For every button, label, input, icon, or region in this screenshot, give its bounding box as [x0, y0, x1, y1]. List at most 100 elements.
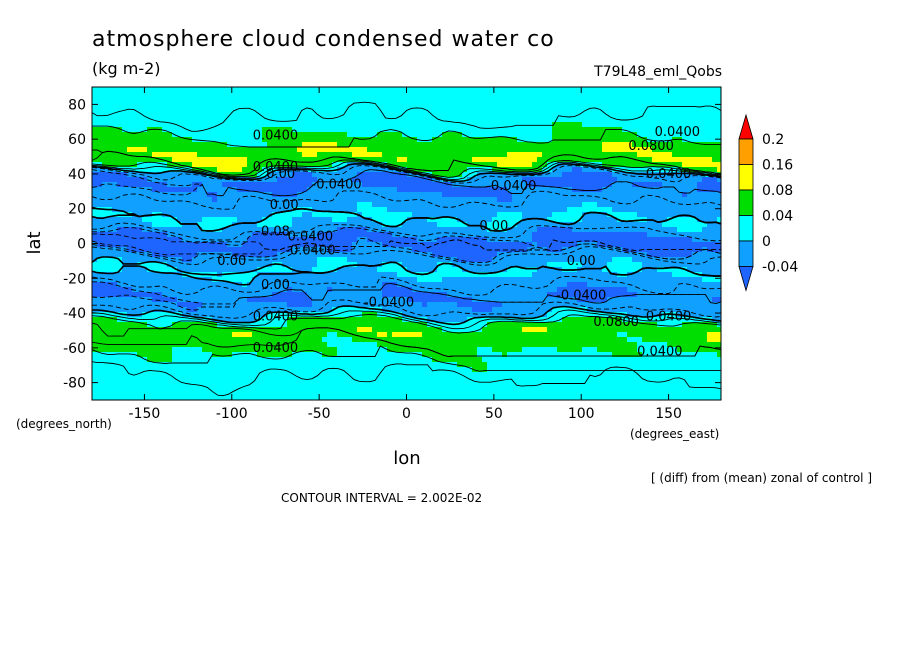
field-cell: [422, 152, 428, 158]
field-cell: [302, 232, 308, 238]
field-cell: [167, 132, 173, 138]
field-cell: [712, 132, 718, 138]
field-cell: [192, 282, 198, 288]
field-cell: [637, 137, 643, 143]
field-cell: [257, 217, 263, 223]
field-cell: [662, 187, 668, 193]
field-cell: [392, 182, 398, 188]
field-cell: [467, 182, 473, 188]
field-cell: [417, 212, 423, 218]
field-cell: [672, 267, 678, 273]
field-cell: [287, 222, 293, 228]
field-cell: [577, 112, 583, 118]
field-cell: [532, 152, 538, 158]
field-cell: [412, 277, 418, 283]
field-cell: [617, 97, 623, 103]
field-cell: [542, 157, 548, 163]
field-cell: [477, 127, 483, 133]
field-cell: [332, 232, 338, 238]
field-cell: [267, 172, 273, 178]
field-cell: [562, 262, 568, 268]
field-cell: [412, 112, 418, 118]
field-cell: [447, 262, 453, 268]
field-cell: [337, 252, 343, 258]
field-cell: [112, 187, 118, 193]
field-cell: [467, 217, 473, 223]
field-cell: [117, 122, 123, 128]
field-cell: [497, 147, 503, 153]
field-cell: [152, 137, 158, 143]
field-cell: [557, 107, 563, 113]
field-cell: [317, 247, 323, 253]
field-cell: [417, 222, 423, 228]
field-cell: [527, 267, 533, 273]
field-cell: [152, 267, 158, 273]
field-cell: [432, 187, 438, 193]
field-cell: [342, 242, 348, 248]
field-cell: [162, 227, 168, 233]
field-cell: [567, 157, 573, 163]
field-cell: [512, 207, 518, 213]
field-cell: [497, 242, 503, 248]
field-cell: [567, 102, 573, 108]
field-cell: [332, 182, 338, 188]
field-cell: [357, 132, 363, 138]
field-cell: [387, 187, 393, 193]
field-cell: [142, 277, 148, 283]
field-cell: [227, 132, 233, 138]
field-cell: [412, 122, 418, 128]
field-cell: [237, 107, 243, 113]
field-cell: [177, 197, 183, 203]
field-cell: [352, 202, 358, 208]
field-cell: [232, 262, 238, 268]
field-cell: [162, 172, 168, 178]
field-cell: [427, 172, 433, 178]
field-cell: [507, 182, 513, 188]
field-cell: [307, 252, 313, 258]
field-cell: [457, 112, 463, 118]
field-cell: [307, 122, 313, 128]
field-cell: [452, 172, 458, 178]
field-cell: [92, 217, 98, 223]
field-cell: [527, 177, 533, 183]
field-cell: [602, 242, 608, 248]
field-cell: [387, 237, 393, 243]
field-cell: [217, 102, 223, 108]
field-cell: [372, 227, 378, 233]
field-cell: [112, 257, 118, 263]
field-cell: [272, 137, 278, 143]
field-cell: [327, 227, 333, 233]
field-cell: [272, 277, 278, 283]
field-cell: [592, 232, 598, 238]
field-cell: [267, 87, 273, 93]
field-cell: [492, 222, 498, 228]
field-cell: [672, 157, 678, 163]
field-cell: [532, 127, 538, 133]
field-cell: [622, 152, 628, 158]
field-cell: [92, 192, 98, 198]
field-cell: [332, 137, 338, 143]
field-cell: [287, 267, 293, 273]
field-cell: [442, 167, 448, 173]
field-cell: [372, 247, 378, 253]
field-cell: [282, 277, 288, 283]
field-cell: [212, 112, 218, 118]
field-cell: [137, 202, 143, 208]
field-cell: [647, 122, 653, 128]
field-cell: [162, 202, 168, 208]
field-cell: [422, 182, 428, 188]
field-cell: [432, 257, 438, 263]
field-cell: [112, 157, 118, 163]
field-cell: [237, 192, 243, 198]
field-cell: [422, 147, 428, 153]
field-cell: [687, 142, 693, 148]
field-cell: [427, 167, 433, 173]
field-cell: [457, 142, 463, 148]
field-cell: [632, 267, 638, 273]
field-cell: [542, 252, 548, 258]
field-cell: [677, 132, 683, 138]
field-cell: [267, 107, 273, 113]
field-cell: [477, 147, 483, 153]
field-cell: [292, 247, 298, 253]
field-cell: [302, 97, 308, 103]
